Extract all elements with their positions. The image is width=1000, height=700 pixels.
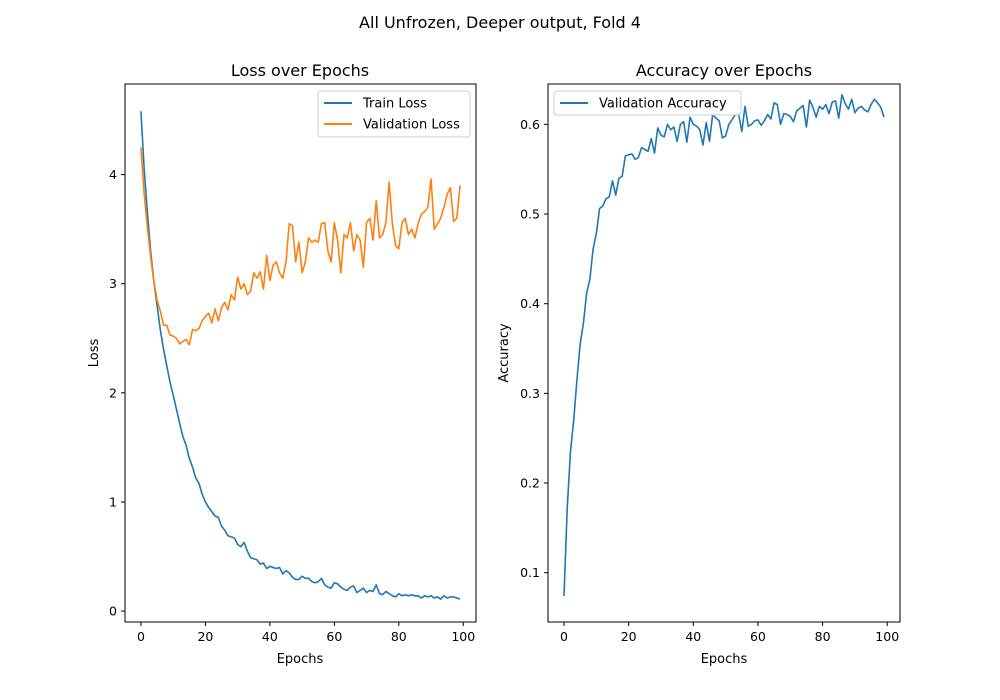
loss-chart-marks — [140, 111, 461, 600]
accuracy-chart: Accuracy over Epochs 0 20 40 60 80 1000.10.20… — [497, 61, 901, 667]
accuracy-chart-legend-box — [553, 90, 742, 116]
accuracy-chart-xlabel: Epochs — [701, 652, 748, 667]
loss-chart-title: Loss over Epochs — [231, 61, 369, 80]
loss-chart-ytick-label: 1 — [109, 494, 117, 509]
accuracy-chart-legend: Validation Accuracy — [553, 90, 742, 116]
loss-chart-ytick-label: 4 — [109, 167, 117, 182]
accuracy-chart-ytick-label: 0.4 — [520, 296, 540, 311]
loss-chart-xtick-label: 60 — [326, 629, 342, 644]
accuracy-chart-ytick-label: 0.5 — [520, 207, 540, 222]
loss-chart-series-line-1 — [140, 147, 461, 346]
loss-chart-xtick-label: 20 — [197, 629, 213, 644]
loss-chart-frame — [124, 83, 477, 623]
accuracy-chart-title: Accuracy over Epochs — [636, 61, 812, 80]
loss-chart-ytick-label: 0 — [109, 604, 117, 619]
accuracy-chart-xtick-label: 100 — [875, 629, 899, 644]
loss-chart-xtick-label: 0 — [137, 629, 145, 644]
accuracy-chart-xtick-label: 80 — [815, 629, 831, 644]
loss-chart-legend-label-1: Validation Loss — [363, 118, 460, 133]
loss-chart-ylabel: Loss — [87, 339, 102, 368]
loss-chart-series-line-0 — [140, 111, 461, 600]
loss-chart: Loss over Epochs 0 20 40 60 80 100 0 1 2 3 4 Epoch… — [87, 61, 477, 667]
accuracy-chart-legend-label-0: Validation Accuracy — [599, 97, 727, 112]
accuracy-chart-ylabel: Accuracy — [497, 323, 512, 383]
loss-chart-ticks: 0 20 40 60 80 100 0 1 2 3 4 — [109, 167, 475, 644]
accuracy-chart-xtick-label: 20 — [621, 629, 637, 644]
accuracy-chart-series-line-0 — [563, 93, 885, 597]
accuracy-chart-ytick-label: 0.1 — [520, 565, 540, 580]
accuracy-chart-xtick-label: 60 — [750, 629, 766, 644]
accuracy-chart-ytick-label: 0.3 — [520, 386, 540, 401]
loss-chart-legend-box — [317, 90, 471, 138]
accuracy-chart-xtick-label: 40 — [685, 629, 701, 644]
loss-chart-xtick-label: 80 — [391, 629, 407, 644]
accuracy-chart-ticks: 0 20 40 60 80 100 0.1 0.2 0.3 0.4 0.5 0.6 — [520, 117, 899, 644]
accuracy-chart-ytick-label: 0.2 — [520, 476, 540, 491]
loss-chart-ytick-label: 3 — [109, 276, 117, 291]
loss-chart-xtick-label: 40 — [262, 629, 278, 644]
accuracy-chart-marks — [563, 93, 885, 597]
loss-chart-xtick-label: 100 — [451, 629, 475, 644]
figure-suptitle: All Unfrozen, Deeper output, Fold 4 — [359, 13, 641, 32]
accuracy-chart-xtick-label: 0 — [560, 629, 568, 644]
loss-chart-xlabel: Epochs — [277, 652, 324, 667]
accuracy-chart-ytick-label: 0.6 — [520, 117, 540, 132]
accuracy-chart-frame — [547, 83, 901, 623]
loss-chart-legend: Train Loss Validation Loss — [317, 90, 471, 138]
loss-chart-legend-label-0: Train Loss — [362, 97, 427, 112]
loss-chart-ytick-label: 2 — [109, 385, 117, 400]
